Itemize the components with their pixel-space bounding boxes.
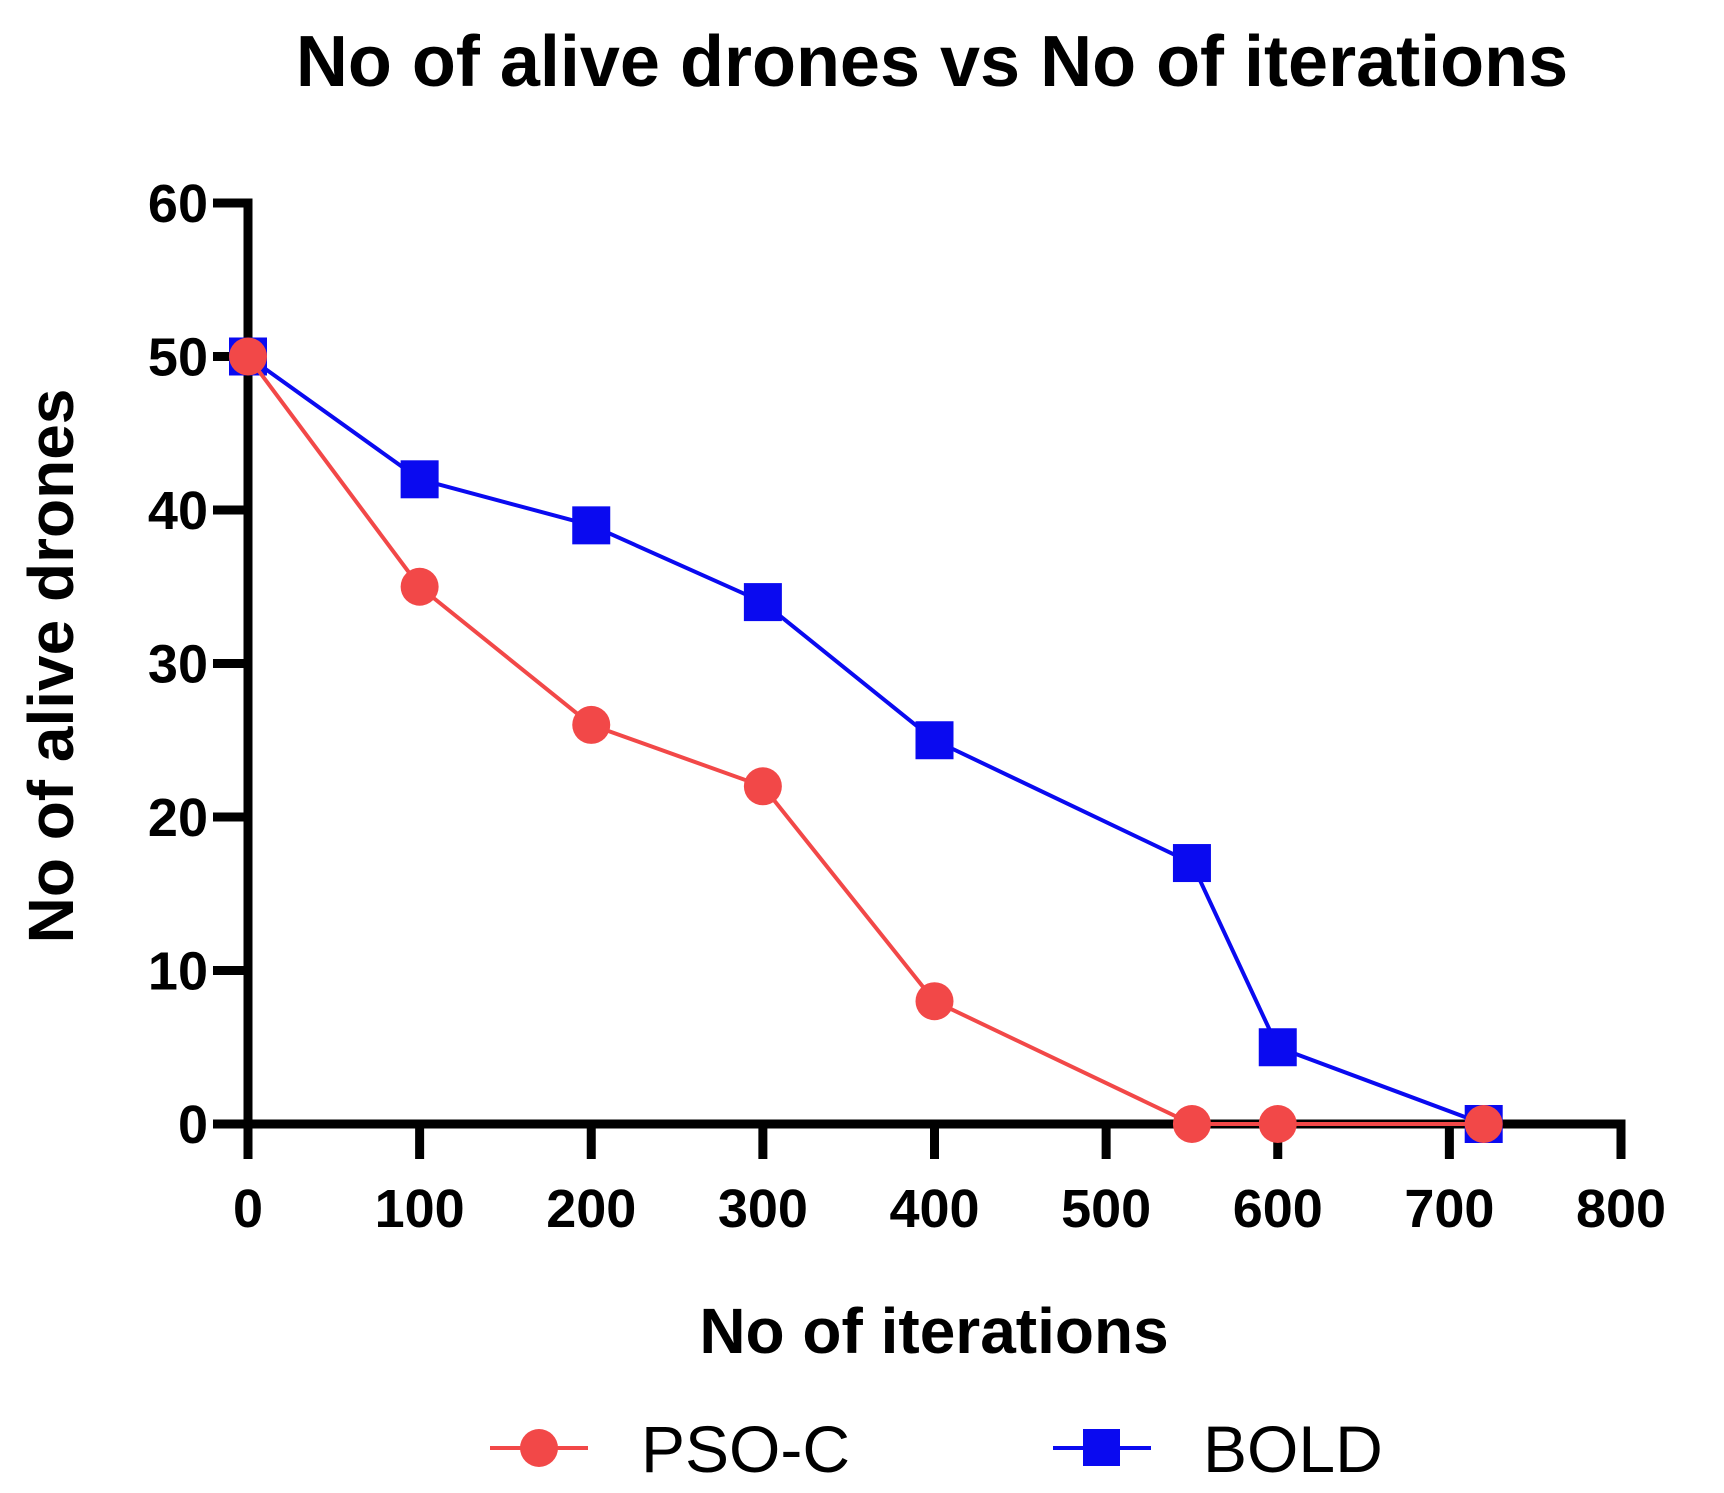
data-point-pso-c	[400, 567, 439, 606]
legend-marker-bold	[1083, 1429, 1120, 1466]
data-point-pso-c	[915, 982, 954, 1021]
y-tick-label: 20	[148, 788, 208, 848]
y-tick-label: 10	[148, 942, 208, 1002]
x-tick-label: 200	[546, 1179, 636, 1239]
data-point-pso-c	[229, 337, 267, 376]
y-tick-label: 50	[148, 328, 208, 388]
y-axis-title: No of alive drones	[15, 389, 87, 944]
y-tick-label: 60	[148, 174, 208, 234]
x-tick-label: 800	[1576, 1179, 1666, 1239]
legend-item-bold: BOLD	[1053, 1412, 1383, 1486]
x-tick-label: 0	[233, 1179, 263, 1239]
data-point-pso-c	[1258, 1105, 1297, 1143]
y-tick-label: 30	[148, 635, 208, 695]
x-tick-label: 500	[1061, 1179, 1151, 1239]
legend-label-pso-c: PSO-C	[641, 1412, 850, 1486]
data-point-bold	[915, 721, 954, 760]
x-axis-title: No of iterations	[699, 1295, 1168, 1367]
y-ticks: 0 10 20 30 40 50 60	[148, 174, 248, 1155]
data-point-pso-c	[1464, 1105, 1503, 1143]
series-layer	[229, 337, 1503, 1143]
data-point-pso-c	[572, 705, 611, 744]
y-tick-label: 0	[178, 1095, 208, 1155]
axes: 0 10 20 30 40 50 60 0 100 200 300 400 500 600 700 800	[148, 174, 1666, 1239]
data-point-bold	[400, 460, 439, 499]
legend-marker-pso-c	[520, 1429, 558, 1467]
x-ticks: 0 100 200 300 400 500 600 700 800	[233, 1124, 1666, 1239]
data-point-pso-c	[743, 767, 782, 806]
x-tick-label: 300	[718, 1179, 808, 1239]
x-tick-label: 600	[1233, 1179, 1323, 1239]
chart-title: No of alive drones vs No of iterations	[296, 22, 1568, 102]
x-tick-label: 700	[1404, 1179, 1494, 1239]
data-point-bold	[572, 506, 611, 545]
legend-item-pso-c: PSO-C	[490, 1412, 850, 1486]
data-point-bold	[1172, 844, 1211, 883]
x-tick-label: 100	[375, 1179, 465, 1239]
data-point-bold	[743, 583, 782, 622]
x-tick-label: 400	[889, 1179, 979, 1239]
series-line-bold	[246, 354, 1485, 1126]
data-point-bold	[1258, 1028, 1297, 1067]
series-pso-c	[229, 337, 1503, 1143]
legend-label-bold: BOLD	[1203, 1412, 1383, 1486]
legend: PSO-C BOLD	[490, 1412, 1383, 1486]
y-tick-label: 40	[148, 481, 208, 541]
series-bold	[229, 337, 1503, 1143]
data-point-pso-c	[1172, 1105, 1211, 1143]
